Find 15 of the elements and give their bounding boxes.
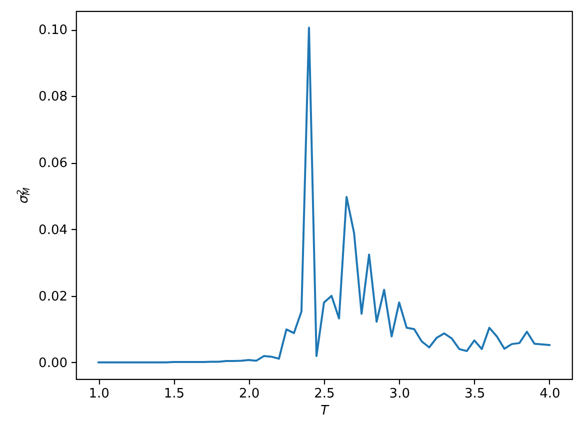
y-tick-label: 0.06 (38, 156, 68, 172)
y-tick-label: 0.08 (38, 90, 68, 105)
x-axis-title: T (320, 404, 330, 418)
x-tick-label: 2.5 (314, 386, 335, 402)
y-tick-label: 0.10 (38, 23, 68, 38)
y-tick-label: 0.02 (38, 289, 68, 304)
x-tick-label: 1.5 (164, 386, 185, 402)
x-tick-label: 1.0 (88, 386, 110, 402)
x-tick-label: 3.0 (389, 386, 410, 402)
y-tick-label: 0.04 (38, 222, 68, 238)
x-tick-label: 3.5 (464, 386, 486, 402)
x-tick-label: 4.0 (540, 386, 560, 402)
x-tick-label: 2.0 (239, 386, 260, 402)
line-series (98, 26, 550, 364)
y-tick-label: 0.00 (38, 356, 68, 371)
